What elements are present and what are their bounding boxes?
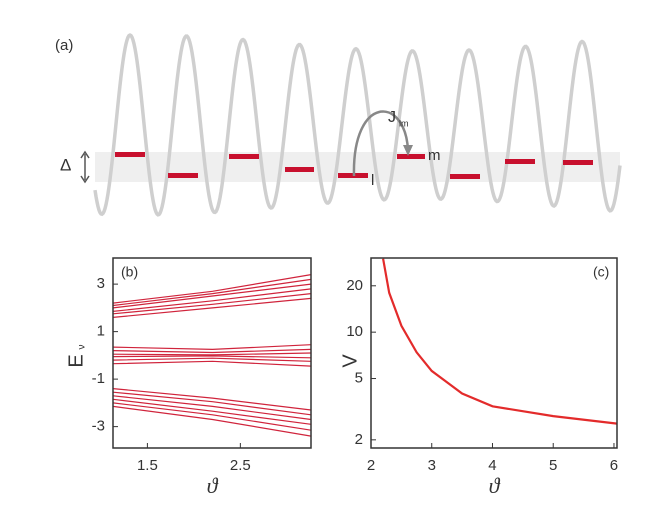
data-line [112,405,312,437]
x-tick-label: 5 [549,457,557,474]
data-line [112,357,312,362]
plot-frame [370,257,618,449]
x-axis-label: ϑ [207,473,219,498]
x-tick-label: 2 [367,457,375,474]
y-axis-label-subscript: ν [77,345,88,350]
site-level [450,174,480,179]
x-axis-label: ϑ [489,473,501,498]
site-level [397,154,425,159]
data-line [112,402,312,431]
panel-label: (c) [593,264,609,280]
coupling-subscript: lm [399,118,409,128]
data-line [112,283,312,309]
site-level [115,152,145,157]
arrow-head [403,145,413,156]
gap-label: Δ [60,155,71,174]
data-line [112,398,312,425]
data-line [112,355,312,359]
x-tick-label: 1.5 [137,457,158,474]
data-line [112,388,312,411]
x-tick-label: 6 [610,457,618,474]
data-line [112,288,312,312]
y-tick-label: 10 [346,323,363,340]
data-line [112,293,312,315]
coupling-label: J [388,109,396,126]
potential-wave [93,33,622,217]
y-tick-label: 5 [355,369,363,386]
site-level [285,167,314,172]
data-line [112,395,312,421]
site-m-label: m [428,147,441,164]
data-line [112,391,312,416]
hopping-arrow [352,110,410,177]
data-line [112,348,312,354]
y-tick-label: 2 [355,431,363,448]
data-line [382,258,618,425]
y-axis-label: E [65,354,87,367]
site-level [168,173,198,178]
data-line [112,360,312,367]
y-tick-label: -1 [92,370,105,387]
x-tick-label: 4 [488,457,496,474]
site-level [563,160,593,165]
panel-label: (b) [121,264,138,280]
data-line [112,352,312,356]
gap-arrow-heads [80,150,90,184]
site-l-label: l [371,172,374,189]
panel-label: (a) [55,37,73,54]
plot-frame [112,257,312,449]
site-level [505,159,535,164]
y-tick-label: 1 [97,323,105,340]
site-level [229,154,259,159]
x-tick-label: 2.5 [230,457,251,474]
data-line [112,278,312,307]
x-tick-label: 3 [428,457,436,474]
data-line [112,274,312,304]
data-line [112,297,312,318]
y-tick-label: 20 [346,277,363,294]
y-axis-label: V [339,354,361,368]
data-line [112,344,312,351]
y-tick-label: -3 [92,418,105,435]
y-tick-label: 3 [97,275,105,292]
